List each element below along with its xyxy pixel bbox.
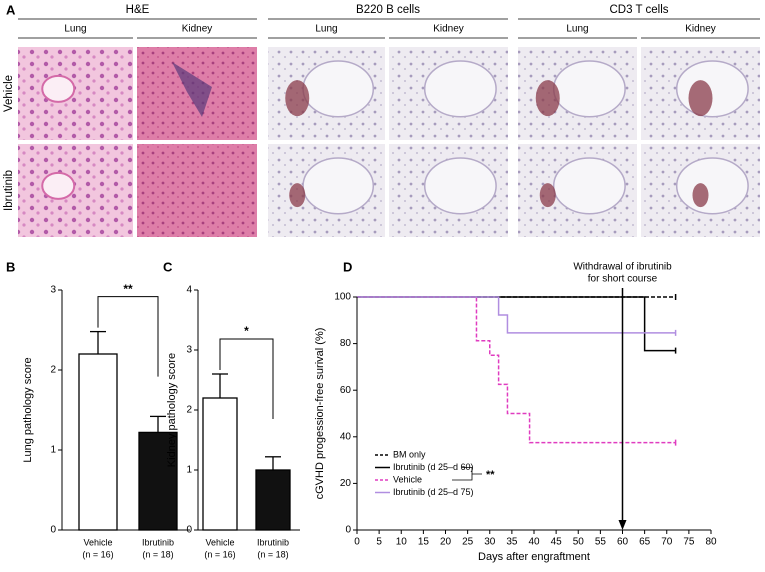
significance-label: ** [123, 282, 133, 296]
y-axis-title: Lung pathology score [22, 357, 34, 462]
stain-region [692, 183, 709, 208]
x-tick-label: 30 [484, 537, 496, 548]
bar [255, 469, 291, 531]
x-tick-label: Ibrutinib [257, 537, 289, 547]
x-tick-label: 50 [573, 537, 585, 548]
micrograph [137, 144, 257, 237]
y-tick-label: 0 [186, 525, 192, 536]
panel-label: B [6, 259, 15, 274]
x-tick-label: Ibrutinib [142, 537, 174, 547]
y-tick-label: 4 [186, 285, 192, 296]
group-header: CD3 T cells [609, 4, 668, 16]
x-tick-label: Vehicle [83, 537, 112, 547]
significance-bracket [97, 296, 159, 377]
bar [78, 353, 118, 531]
group-header: H&E [126, 4, 150, 16]
tissue-lumen [41, 74, 76, 103]
y-tick-label: 0 [345, 525, 351, 536]
legend-label: Ibrutinib (d 25–d 60) [393, 462, 474, 472]
x-tick-label: 60 [617, 537, 629, 548]
tissue-lumen [423, 157, 497, 215]
annotation-arrowhead [618, 520, 627, 530]
bar [202, 397, 238, 531]
significance-bracket [219, 338, 274, 419]
micrograph [18, 144, 133, 237]
x-tick-note: (n = 18) [257, 549, 288, 559]
y-tick-label: 2 [50, 365, 56, 376]
tissue-lumen [675, 157, 749, 215]
column-header: Kidney [685, 24, 716, 35]
column-header: Lung [64, 24, 86, 35]
group-header: B220 B cells [356, 4, 420, 16]
tissue-lumen [552, 60, 626, 118]
tissue-lumen [302, 157, 375, 215]
stain-region [688, 80, 713, 117]
x-tick-label: 10 [396, 537, 408, 548]
y-tick-label: 3 [186, 345, 192, 356]
survival-curve [357, 296, 676, 334]
row-header: Ibrutinib [3, 170, 15, 211]
x-tick-label: 45 [551, 537, 563, 548]
stain-region [172, 62, 212, 117]
x-tick-label: 70 [661, 537, 673, 548]
legend-label: Ibrutinib (d 25–d 75) [393, 487, 474, 497]
x-tick-note: (n = 16) [82, 549, 113, 559]
x-tick-label: 25 [462, 537, 474, 548]
column-header: Lung [315, 24, 337, 35]
column-header: Kidney [433, 24, 464, 35]
stain-region [285, 80, 310, 117]
y-tick-label: 100 [334, 292, 351, 303]
y-axis-title: cGVHD progession-free surival (%) [314, 328, 326, 500]
x-tick-note: (n = 16) [204, 549, 235, 559]
tissue-lumen [552, 157, 626, 215]
x-tick-label: 15 [418, 537, 430, 548]
x-tick-label: 20 [440, 537, 452, 548]
y-tick-label: 1 [186, 465, 192, 476]
y-tick-label: 0 [50, 525, 56, 536]
x-tick-label: 55 [595, 537, 607, 548]
y-tick-label: 1 [50, 445, 56, 456]
column-header: Kidney [182, 24, 213, 35]
x-axis-title: Days after engraftment [478, 551, 590, 563]
y-tick-label: 20 [340, 478, 352, 489]
row-header: Vehicle [3, 75, 15, 112]
x-tick-label: 80 [705, 537, 717, 548]
stain-region [539, 183, 556, 208]
survival-curve [357, 296, 676, 444]
x-tick-label: 65 [639, 537, 651, 548]
y-tick-label: 80 [340, 338, 352, 349]
significance-label: ** [486, 469, 495, 481]
column-header: Lung [566, 24, 588, 35]
x-tick-label: 40 [528, 537, 540, 548]
x-tick-label: 75 [683, 537, 695, 548]
micrograph [18, 47, 133, 140]
tissue-lumen [423, 60, 497, 118]
significance-bracket [452, 467, 482, 481]
stain-region [535, 80, 560, 117]
survival-curve [357, 296, 676, 352]
y-tick-label: 2 [186, 405, 192, 416]
annotation: for short course [588, 274, 658, 285]
x-tick-label: 0 [354, 537, 360, 548]
x-tick-note: (n = 18) [142, 549, 173, 559]
x-tick-label: 35 [506, 537, 518, 548]
stain-region [289, 183, 306, 208]
panel-label: A [6, 2, 16, 17]
tissue-lumen [41, 171, 76, 200]
y-axis-title: Kidney pathology score [166, 353, 178, 467]
panel-label: D [343, 259, 352, 274]
x-tick-label: 5 [376, 537, 382, 548]
tissue-lumen [302, 60, 375, 118]
tissue-lumen [675, 60, 749, 118]
y-tick-label: 3 [50, 285, 56, 296]
annotation: Withdrawal of ibrutinib [573, 262, 672, 273]
y-tick-label: 40 [340, 431, 352, 442]
panel-label: C [163, 259, 173, 274]
legend-label: BM only [393, 449, 426, 459]
legend-label: Vehicle [393, 474, 422, 484]
x-tick-label: Vehicle [205, 537, 234, 547]
y-tick-label: 60 [340, 385, 352, 396]
significance-label: * [244, 324, 249, 338]
